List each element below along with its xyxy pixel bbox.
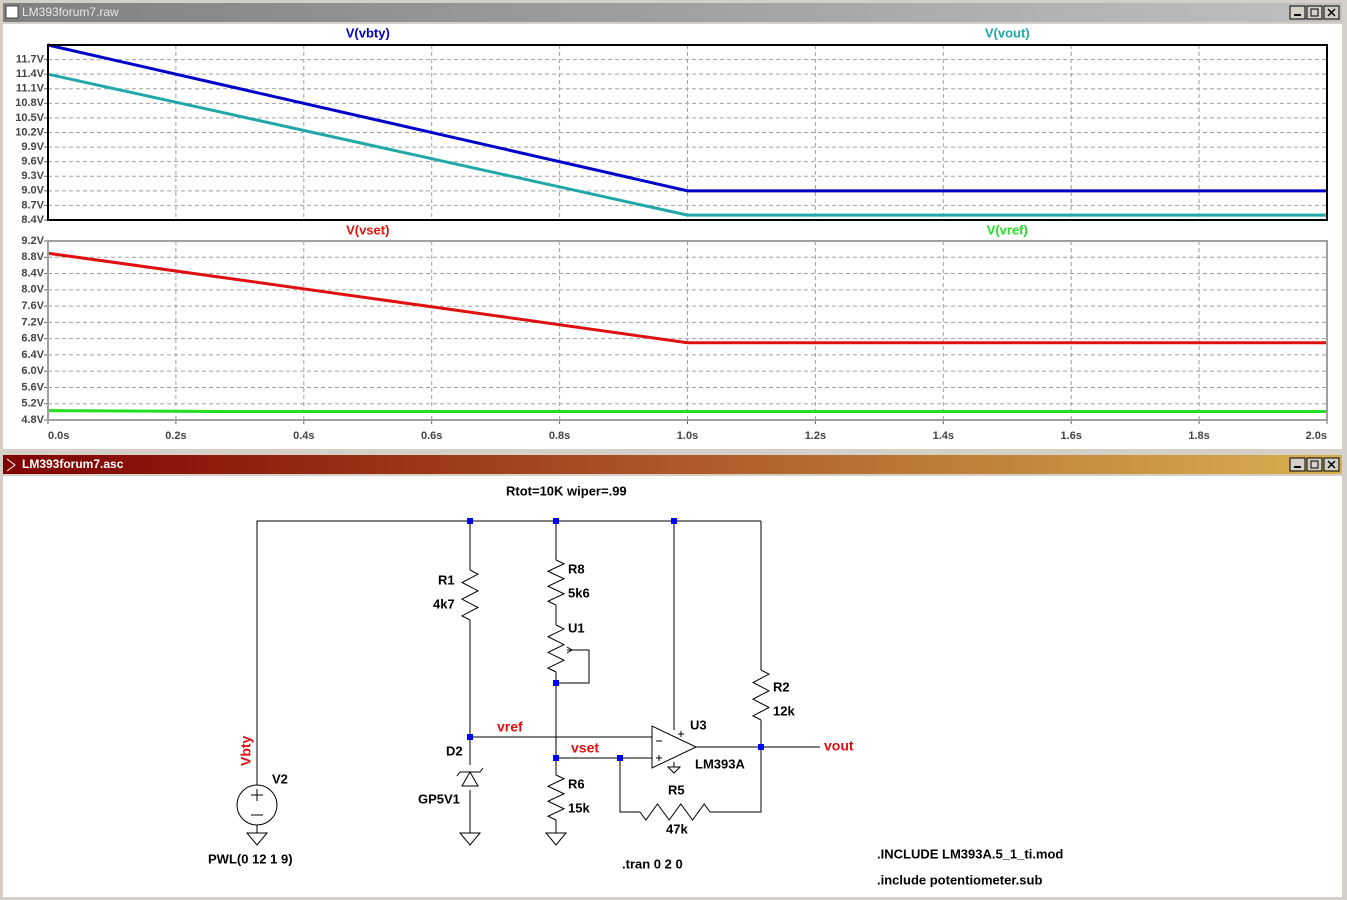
- component-name: U3: [690, 717, 707, 732]
- legend-entry: V(vbty): [346, 25, 390, 40]
- component-value: LM393A: [695, 756, 745, 771]
- net-label: vref: [497, 719, 523, 735]
- plot-frame: [47, 44, 1328, 221]
- y-tick-label: 6.4V: [21, 349, 44, 361]
- component-name: R8: [568, 561, 585, 576]
- x-tick-label: 1.4s: [933, 430, 954, 442]
- series-line: [47, 251, 1327, 345]
- opamp: [651, 725, 698, 769]
- legend-entry: V(vset): [346, 222, 389, 237]
- y-tick-label: 7.6V: [21, 300, 44, 312]
- legend-entry: V(vref): [987, 222, 1028, 237]
- window-icon: [6, 458, 16, 472]
- zener: [456, 767, 484, 787]
- component-value: 47k: [666, 821, 688, 836]
- schematic: Rtot=10K wiper=.99 R1 4k7 R8 5k6 U1 R2 1…: [208, 483, 1063, 887]
- y-tick-label: 4.8V: [21, 414, 44, 426]
- title-bar: [3, 3, 1342, 22]
- y-tick-label: 9.9V: [21, 141, 44, 153]
- component-name: D2: [446, 743, 463, 758]
- component-name: R5: [668, 782, 685, 797]
- series-line: [47, 409, 1327, 413]
- window-title: LM393forum7.raw: [22, 5, 119, 19]
- y-tick-label: 9.0V: [21, 185, 44, 197]
- y-tick-label: 8.8V: [21, 251, 44, 263]
- component-value: 4k7: [433, 596, 455, 611]
- parameter: Rtot=10K wiper=.99: [506, 483, 627, 498]
- title-bar: [3, 455, 1342, 474]
- net-label: vout: [824, 738, 854, 754]
- x-tick-label: 0.4s: [293, 430, 314, 442]
- y-tick-label: 7.2V: [21, 316, 44, 328]
- y-tick-label: 10.8V: [15, 97, 44, 109]
- component-value: PWL(0 12 1 9): [208, 851, 293, 866]
- x-tick-label: 1.8s: [1188, 430, 1209, 442]
- charts: 8.4V 8.7V 9.0V 9.3V 9.6V 9.9V 10.2V 10.5V 10.8V 1…: [15, 25, 1328, 442]
- component-name: R1: [438, 572, 455, 587]
- component-name: V2: [272, 771, 288, 786]
- y-tick-label: 6.8V: [21, 333, 44, 345]
- y-tick-label: 11.7V: [16, 53, 45, 65]
- window-title: LM393forum7.asc: [22, 457, 124, 471]
- x-tick-label: 1.2s: [805, 430, 826, 442]
- component-value: 15k: [568, 800, 590, 815]
- y-tick-label: 8.7V: [21, 199, 44, 211]
- y-tick-label: 8.4V: [21, 267, 44, 279]
- x-tick-label: 0.0s: [48, 430, 69, 442]
- window-icon: [5, 5, 19, 19]
- series-line: [47, 43, 1327, 193]
- y-tick-label: 10.5V: [15, 112, 44, 124]
- series-line: [47, 72, 1327, 217]
- legend-entry: V(vout): [985, 25, 1030, 40]
- x-tick-label: 0.2s: [165, 430, 186, 442]
- component-value: GP5V1: [418, 791, 460, 806]
- y-tick-label: 6.0V: [21, 365, 44, 377]
- net-label: Vbty: [238, 735, 254, 766]
- net-label: vset: [571, 740, 599, 756]
- window-buttons[interactable]: [1289, 457, 1340, 472]
- directive: .INCLUDE LM393A.5_1_ti.mod: [877, 846, 1063, 861]
- window-buttons[interactable]: [1289, 5, 1340, 20]
- y-tick-label: 8.0V: [21, 284, 44, 296]
- x-tick-label: 0.6s: [421, 430, 442, 442]
- plot-frame: [47, 240, 1328, 421]
- x-tick-label: 0.8s: [549, 430, 570, 442]
- schematic-canvas: [3, 476, 1342, 897]
- y-tick-label: 8.4V: [21, 214, 44, 226]
- source-signs: [251, 789, 263, 816]
- y-tick-label: 11.4V: [16, 68, 45, 80]
- y-tick-label: 9.3V: [21, 170, 44, 182]
- x-tick-label: 2.0s: [1306, 430, 1327, 442]
- junctions: [467, 518, 764, 761]
- ground: [245, 766, 682, 846]
- resistors: [460, 559, 771, 821]
- component-value: 12k: [773, 703, 795, 718]
- directive: .tran 0 2 0: [622, 856, 683, 871]
- y-tick-label: 5.2V: [21, 398, 44, 410]
- component-name: R2: [773, 679, 790, 694]
- component-value: 5k6: [568, 585, 590, 600]
- plot-area: [3, 24, 1342, 449]
- component-name: U1: [568, 620, 585, 635]
- voltage-source: [236, 784, 278, 826]
- y-tick-label: 10.2V: [15, 126, 44, 138]
- x-tick-label: 1.6s: [1060, 430, 1081, 442]
- x-tick-label: 1.0s: [677, 430, 698, 442]
- directive: .include potentiometer.sub: [877, 872, 1042, 887]
- component-name: R6: [568, 776, 585, 791]
- y-tick-label: 11.1V: [16, 83, 45, 95]
- y-tick-label: 5.6V: [21, 381, 44, 393]
- y-tick-label: 9.2V: [21, 235, 44, 247]
- y-tick-label: 9.6V: [21, 156, 44, 168]
